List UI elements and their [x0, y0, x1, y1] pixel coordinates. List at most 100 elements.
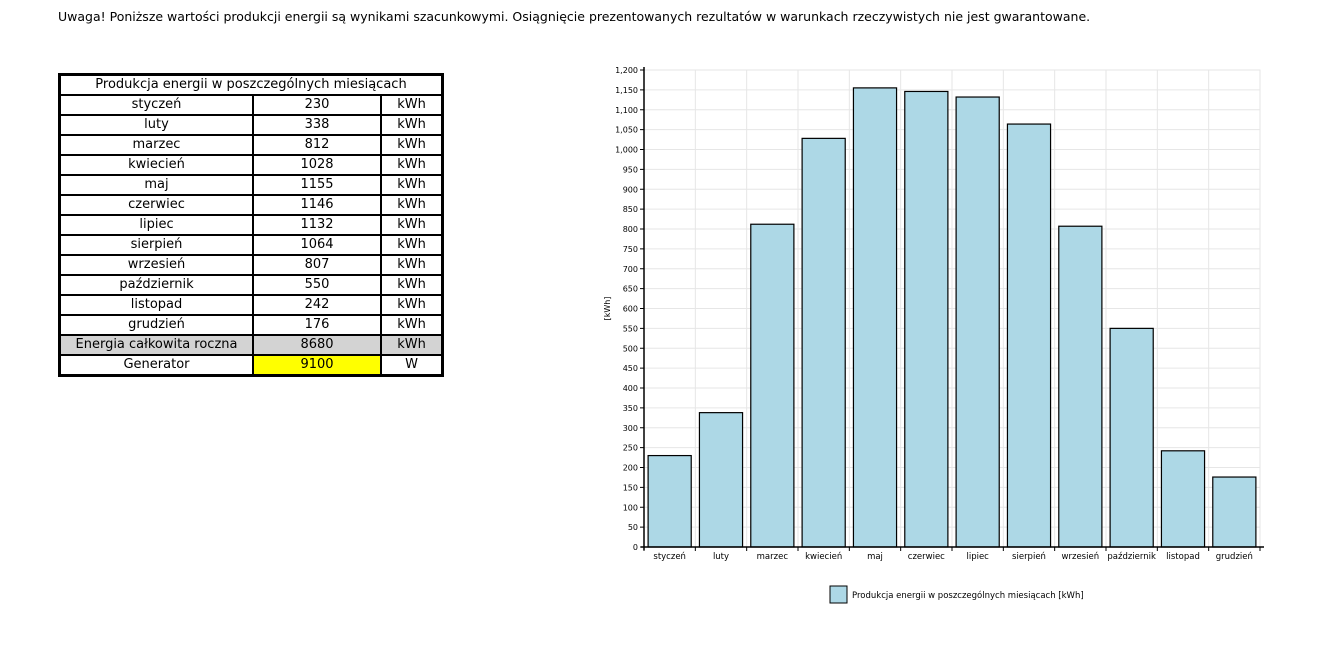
value-cell: 807 [253, 255, 381, 275]
value-cell: 1155 [253, 175, 381, 195]
y-tick-label: 1,200 [615, 66, 638, 75]
x-tick-label: czerwiec [908, 552, 945, 562]
legend-swatch [829, 585, 848, 604]
y-tick-label: 300 [623, 424, 638, 433]
table-row: maj 1155 kWh [60, 175, 442, 195]
bar-3 [801, 137, 846, 548]
y-tick-label: 1,050 [615, 126, 638, 135]
table-row: październik 550 kWh [60, 275, 442, 295]
y-tick-label: 550 [623, 324, 638, 333]
bar-2 [750, 223, 795, 548]
y-tick-label: 150 [623, 483, 638, 492]
unit-cell: kWh [381, 235, 442, 255]
legend-label: Produkcja energii w poszczególnych miesi… [852, 590, 1084, 601]
value-cell: 1028 [253, 155, 381, 175]
generator-value: 9100 [253, 355, 381, 375]
x-tick-label: lipiec [966, 552, 989, 562]
unit-cell: kWh [381, 255, 442, 275]
y-tick-label: 850 [623, 205, 638, 214]
x-tick-label: maj [867, 552, 883, 562]
generator-unit: W [381, 355, 442, 375]
y-tick-label: 650 [623, 285, 638, 294]
month-cell: styczeń [60, 95, 253, 115]
unit-cell: kWh [381, 135, 442, 155]
y-tick-label: 1,100 [615, 106, 638, 115]
table-title: Produkcja energii w poszczególnych miesi… [60, 75, 442, 95]
month-cell: kwiecień [60, 155, 253, 175]
y-tick-label: 1,000 [615, 146, 638, 155]
value-cell: 1132 [253, 215, 381, 235]
x-tick-label: styczeń [653, 552, 686, 562]
total-value: 8680 [253, 335, 381, 355]
table-row: czerwiec 1146 kWh [60, 195, 442, 215]
energy-bar-chart: 0 50 100 150 200 250 300 350 400 450 500 550 600 650 7… [603, 66, 1264, 604]
bar-9 [1109, 327, 1154, 548]
warning-text: Uwaga! Poniższe wartości produkcji energ… [58, 9, 1091, 24]
value-cell: 338 [253, 115, 381, 135]
y-tick-label: 800 [623, 225, 638, 234]
month-cell: grudzień [60, 315, 253, 335]
x-tick-label: kwiecień [805, 552, 842, 562]
y-tick-label: 750 [623, 245, 638, 254]
value-cell: 242 [253, 295, 381, 315]
month-cell: listopad [60, 295, 253, 315]
month-cell: maj [60, 175, 253, 195]
x-tick-label: sierpień [1012, 552, 1046, 562]
table-row: styczeń 230 kWh [60, 95, 442, 115]
bar-5 [904, 90, 949, 548]
value-cell: 550 [253, 275, 381, 295]
bar-8 [1058, 225, 1103, 548]
energy-production-table: Produkcja energii w poszczególnych miesi… [58, 73, 444, 377]
unit-cell: kWh [381, 195, 442, 215]
y-tick-label: 0 [633, 543, 638, 552]
month-cell: październik [60, 275, 253, 295]
month-cell: marzec [60, 135, 253, 155]
y-tick-label: 350 [623, 404, 638, 413]
y-tick-label: 100 [623, 503, 638, 512]
bar-6 [955, 96, 1000, 548]
y-tick-label: 450 [623, 364, 638, 373]
table-row: luty 338 kWh [60, 115, 442, 135]
unit-cell: kWh [381, 315, 442, 335]
y-tick-label: 200 [623, 464, 638, 473]
table-row: wrzesień 807 kWh [60, 255, 442, 275]
y-tick-label: 700 [623, 265, 638, 274]
unit-cell: kWh [381, 115, 442, 135]
y-tick-label: 500 [623, 344, 638, 353]
value-cell: 812 [253, 135, 381, 155]
y-tick-label: 400 [623, 384, 638, 393]
table-row: lipiec 1132 kWh [60, 215, 442, 235]
x-tick-label: październik [1107, 552, 1156, 562]
y-tick-label: 50 [628, 523, 638, 532]
value-cell: 1064 [253, 235, 381, 255]
y-tick-label: 250 [623, 444, 638, 453]
unit-cell: kWh [381, 175, 442, 195]
x-tick-label: marzec [757, 552, 789, 562]
unit-cell: kWh [381, 295, 442, 315]
month-cell: czerwiec [60, 195, 253, 215]
unit-cell: kWh [381, 275, 442, 295]
y-tick-label: 950 [623, 165, 638, 174]
bar-0 [647, 454, 692, 548]
y-axis-label: [kWh] [603, 297, 612, 321]
x-tick-label: wrzesień [1062, 552, 1100, 562]
x-tick-label: listopad [1166, 552, 1200, 562]
bar-4 [852, 87, 898, 548]
bar-10 [1160, 450, 1206, 548]
unit-cell: kWh [381, 95, 442, 115]
month-cell: lipiec [60, 215, 253, 235]
y-tick-label: 900 [623, 185, 638, 194]
total-row: Energia całkowita roczna 8680 kWh [60, 335, 442, 355]
value-cell: 230 [253, 95, 381, 115]
value-cell: 1146 [253, 195, 381, 215]
bar-7 [1006, 123, 1052, 548]
bar-1 [698, 412, 744, 548]
table-row: listopad 242 kWh [60, 295, 442, 315]
unit-cell: kWh [381, 215, 442, 235]
x-tick-label: luty [713, 552, 729, 562]
value-cell: 176 [253, 315, 381, 335]
table-row: sierpień 1064 kWh [60, 235, 442, 255]
y-tick-label: 1,150 [615, 86, 638, 95]
y-tick-label: 600 [623, 305, 638, 314]
month-cell: wrzesień [60, 255, 253, 275]
